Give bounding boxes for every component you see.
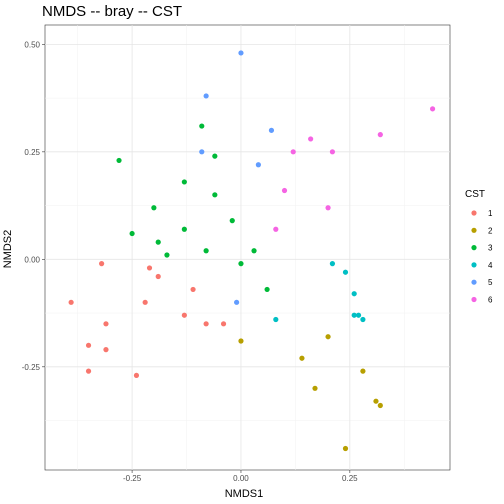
legend-key-3 [471, 245, 477, 251]
point-cst-1 [133, 372, 140, 379]
point-cst-2 [377, 402, 383, 409]
point-cst-3 [164, 252, 170, 258]
point-cst-1 [203, 321, 209, 327]
point-cst-2 [342, 445, 349, 452]
y-tick-label: -0.25 [22, 363, 41, 372]
point-cst-1 [142, 299, 148, 305]
point-cst-6 [325, 205, 331, 211]
point-cst-1 [181, 312, 187, 318]
y-axis-title: NMDS2 [2, 230, 14, 269]
point-cst-4 [360, 316, 366, 323]
y-tick-label: 0.50 [24, 40, 40, 49]
point-cst-6 [377, 132, 383, 138]
point-cst-3 [264, 286, 270, 293]
point-cst-4 [351, 312, 357, 318]
legend-label-4: 4 [488, 261, 493, 270]
point-cst-1 [99, 261, 105, 267]
legend-key-1 [471, 210, 477, 216]
point-cst-3 [251, 248, 257, 254]
point-cst-1 [85, 342, 92, 348]
x-axis-title: NMDS1 [225, 488, 264, 500]
point-cst-3 [181, 179, 187, 185]
point-cst-5 [234, 299, 240, 305]
legend-key-6 [471, 296, 477, 303]
point-cst-1 [155, 273, 161, 280]
chart-title: NMDS -- bray -- CST [42, 3, 182, 20]
point-cst-6 [281, 187, 288, 194]
point-cst-4 [351, 291, 357, 297]
point-cst-3 [212, 192, 218, 198]
point-cst-2 [299, 355, 305, 361]
point-cst-4 [342, 269, 349, 275]
point-cst-3 [203, 248, 209, 254]
point-cst-5 [203, 93, 209, 99]
point-cst-5 [199, 149, 205, 155]
point-cst-5 [268, 127, 275, 133]
x-tick-label: -0.25 [123, 474, 142, 483]
point-cst-1 [68, 299, 74, 305]
legend-key-4 [471, 262, 477, 268]
legend: CST 1 2 3 4 5 6 [465, 189, 493, 305]
x-axis-ticks: -0.25 0.00 0.25 [123, 470, 358, 483]
legend-key-2 [471, 227, 477, 233]
point-cst-3 [155, 239, 161, 245]
legend-label-3: 3 [488, 244, 493, 253]
point-cst-3 [229, 218, 235, 224]
x-tick-label: 0.25 [342, 474, 358, 483]
plot-panel [44, 24, 451, 471]
point-cst-5 [255, 162, 261, 168]
point-cst-3 [151, 205, 157, 211]
data-points [68, 50, 436, 452]
point-cst-1 [103, 347, 109, 353]
point-cst-1 [103, 321, 109, 327]
point-cst-2 [360, 368, 366, 374]
point-cst-2 [238, 338, 244, 344]
point-cst-2 [373, 398, 379, 404]
legend-label-5: 5 [488, 278, 493, 287]
point-cst-3 [212, 153, 218, 159]
y-tick-label: 0.00 [24, 255, 40, 264]
point-cst-3 [181, 226, 187, 232]
legend-title: CST [465, 189, 485, 200]
point-cst-3 [129, 230, 135, 237]
major-gridlines [45, 25, 450, 470]
legend-label-6: 6 [488, 296, 493, 305]
point-cst-6 [273, 226, 279, 232]
y-axis-ticks: 0.50 0.25 0.00 -0.25 [22, 40, 45, 372]
point-cst-4 [273, 316, 279, 323]
point-cst-4 [355, 312, 362, 318]
point-cst-4 [329, 261, 336, 267]
legend-label-2: 2 [488, 226, 493, 235]
point-cst-6 [329, 149, 336, 155]
minor-gridlines [45, 25, 450, 470]
point-cst-6 [429, 106, 436, 112]
point-cst-2 [325, 334, 331, 340]
point-cst-3 [238, 261, 244, 267]
point-cst-5 [238, 50, 244, 56]
point-cst-6 [308, 136, 314, 142]
legend-label-1: 1 [488, 209, 493, 218]
point-cst-2 [312, 385, 318, 391]
x-tick-label: 0.00 [233, 474, 249, 483]
point-cst-1 [190, 286, 196, 293]
point-cst-1 [146, 265, 153, 271]
point-cst-6 [290, 149, 296, 155]
point-cst-3 [116, 157, 122, 164]
point-cst-1 [220, 321, 227, 327]
point-cst-1 [85, 368, 92, 374]
y-tick-label: 0.25 [24, 148, 40, 157]
point-cst-3 [199, 123, 205, 129]
legend-key-5 [471, 279, 477, 285]
